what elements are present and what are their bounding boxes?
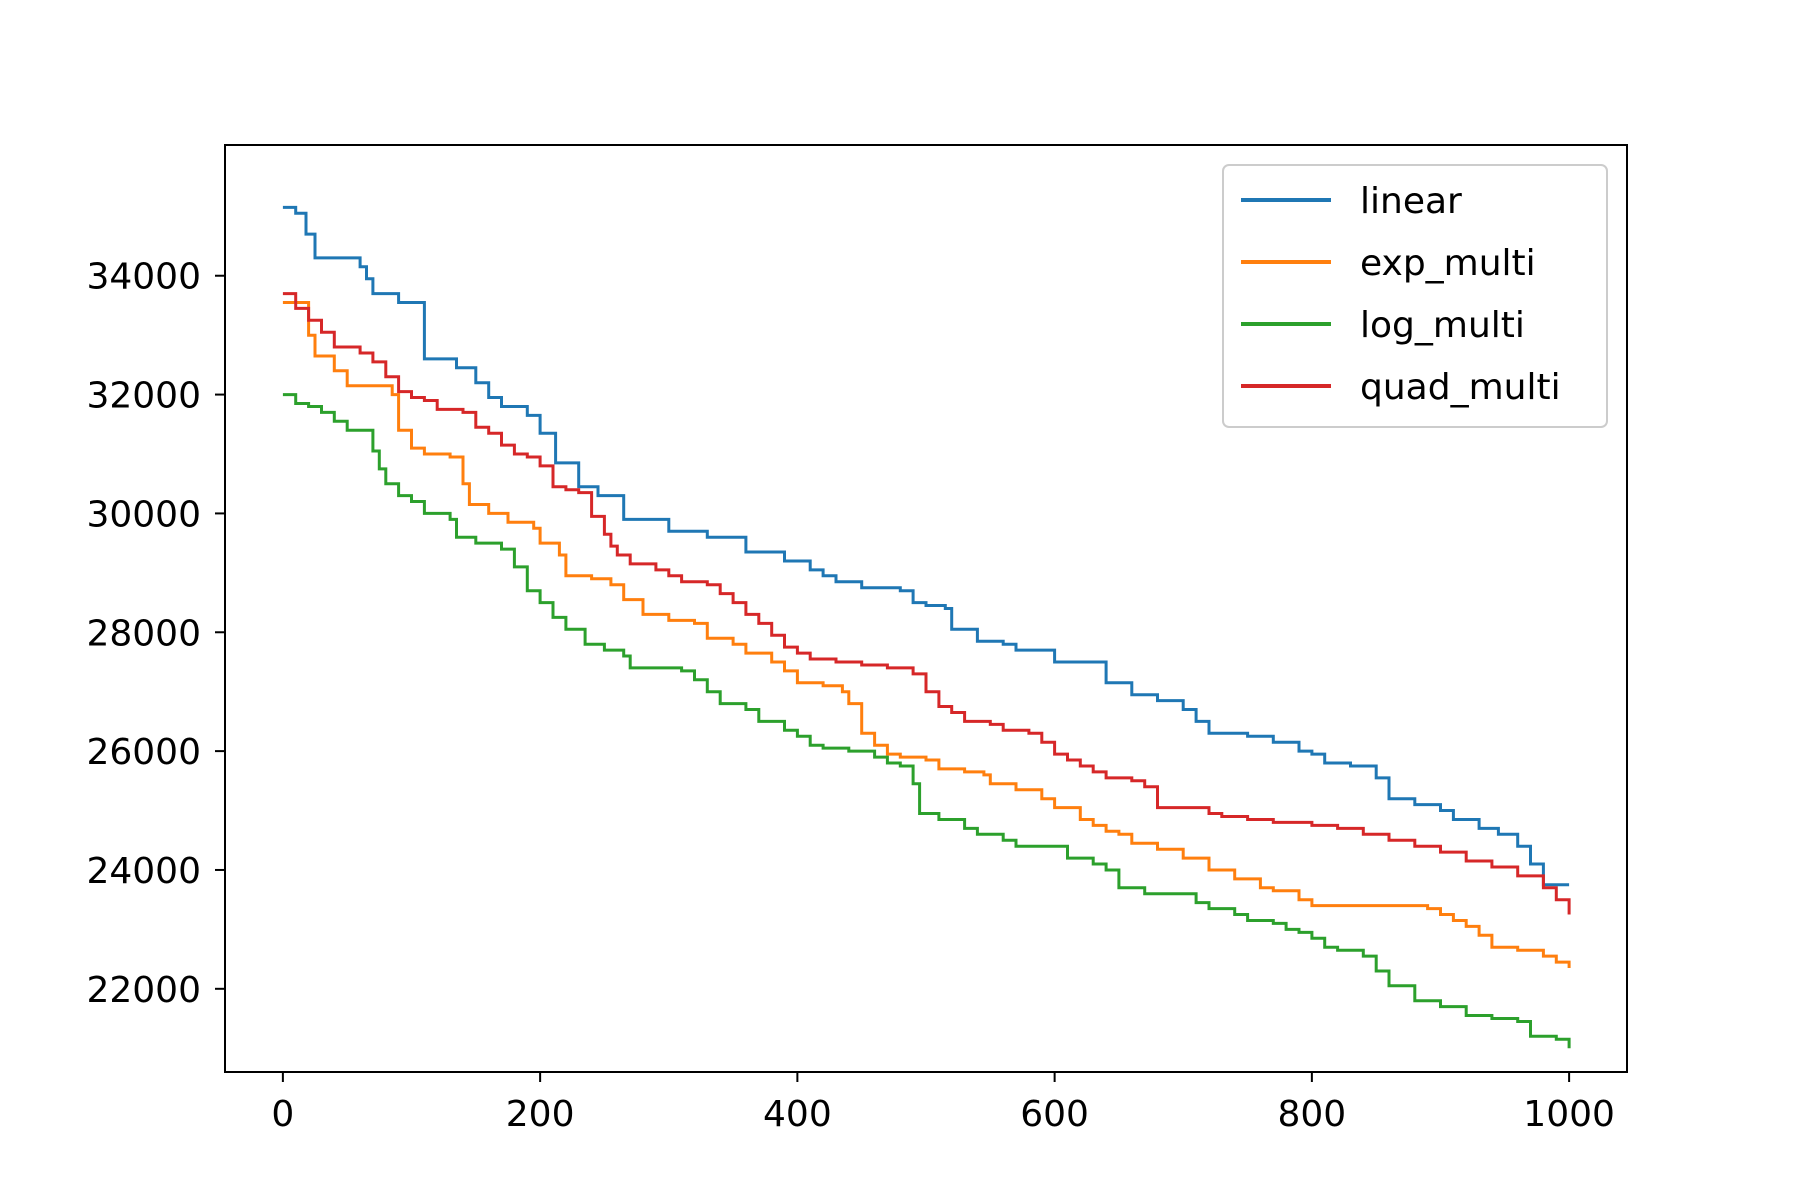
series-line-exp-multi	[282, 301, 1571, 968]
x-tick-label: 0	[271, 1094, 294, 1135]
x-tick-label: 1000	[1523, 1094, 1615, 1135]
y-tick-label: 24000	[86, 851, 201, 892]
legend-label-quad-multi: quad_multi	[1360, 367, 1561, 408]
x-axis: 0 200 400 600 800 1000	[271, 1072, 1615, 1135]
y-tick-label: 22000	[86, 970, 201, 1011]
series-line-log-multi	[282, 393, 1571, 1049]
series-line-linear	[282, 205, 1570, 887]
legend-box	[1222, 164, 1608, 428]
legend-label-linear: linear	[1360, 181, 1462, 222]
y-axis: 22000 24000 26000 28000 30000 32000 34000	[86, 257, 225, 1011]
x-tick-label: 200	[506, 1094, 575, 1135]
x-tick-label: 400	[763, 1094, 832, 1135]
series-line-quad-multi	[282, 292, 1571, 915]
y-tick-label: 30000	[86, 494, 201, 535]
plot-lines	[282, 205, 1571, 1049]
x-tick-label: 600	[1020, 1094, 1089, 1135]
y-tick-label: 32000	[86, 376, 201, 417]
legend-label-log-multi: log_multi	[1360, 305, 1525, 346]
legend-label-exp-multi: exp_multi	[1360, 243, 1536, 284]
y-tick-label: 28000	[86, 613, 201, 654]
y-tick-label: 26000	[86, 732, 201, 773]
x-tick-label: 800	[1278, 1094, 1347, 1135]
axes-frame	[224, 144, 1628, 1073]
legend: linear exp_multi log_multi quad_multi	[1222, 164, 1608, 428]
y-tick-label: 34000	[86, 257, 201, 298]
